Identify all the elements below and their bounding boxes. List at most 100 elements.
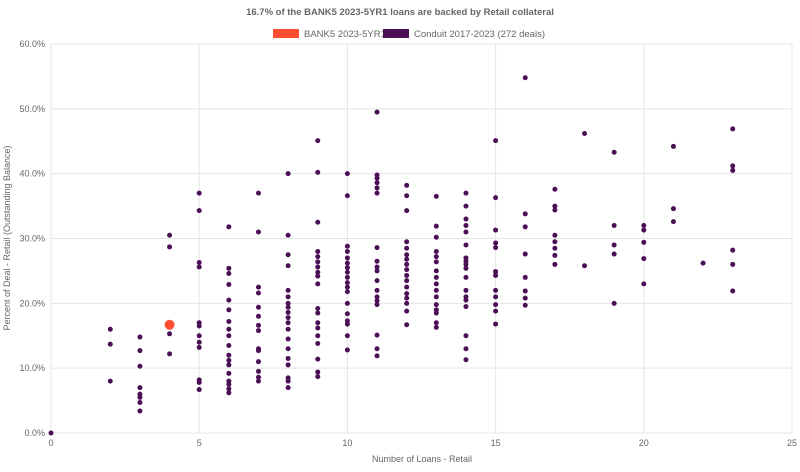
conduit-data-point [404, 284, 410, 290]
conduit-data-point [226, 333, 232, 339]
conduit-data-point [374, 109, 380, 115]
conduit-data-point [641, 239, 647, 245]
conduit-data-point [285, 309, 291, 315]
conduit-data-point [255, 304, 261, 310]
conduit-data-point [344, 333, 350, 339]
conduit-data-point [463, 274, 469, 280]
conduit-data-point [404, 193, 410, 199]
conduit-data-point [641, 281, 647, 287]
conduit-data-point [463, 223, 469, 229]
conduit-data-point [285, 385, 291, 391]
legend-item-conduit[interactable]: Conduit 2017-2023 (272 deals) [383, 29, 545, 40]
conduit-data-point [433, 281, 439, 287]
conduit-data-point [463, 265, 469, 271]
conduit-data-point [522, 302, 528, 308]
conduit-data-point [196, 208, 202, 214]
conduit-data-point [404, 256, 410, 262]
conduit-data-point [404, 261, 410, 267]
conduit-data-point [463, 357, 469, 363]
axes: 0 5 10 15 20 25 0.0% 10.0% 20.0% 30.0% 40.0% 50.0% 6… [19, 39, 797, 448]
conduit-data-point [641, 223, 647, 229]
conduit-data-point [433, 268, 439, 274]
conduit-data-point [433, 324, 439, 330]
conduit-data-point [344, 347, 350, 353]
conduit-data-point [552, 203, 558, 209]
conduit-data-point [582, 130, 588, 136]
conduit-data-point [611, 223, 617, 229]
conduit-data-point [285, 378, 291, 384]
conduit-data-point [730, 163, 736, 169]
conduit-data-point [522, 288, 528, 294]
conduit-data-point [404, 208, 410, 214]
conduit-data-point [433, 320, 439, 326]
conduit-data-point [315, 325, 321, 331]
conduit-data-point [315, 138, 321, 144]
conduit-data-point [374, 185, 380, 191]
conduit-data-point [404, 300, 410, 306]
x-tick-label: 20 [639, 438, 649, 448]
y-tick-label: 10.0% [19, 363, 45, 373]
conduit-data-point [433, 223, 439, 229]
conduit-data-point [404, 278, 410, 284]
conduit-data-point [285, 232, 291, 238]
conduit-data-point [315, 320, 321, 326]
conduit-data-point [493, 195, 499, 201]
conduit-data-point [374, 287, 380, 293]
conduit-data-point [226, 318, 232, 324]
conduit-data-point [433, 287, 439, 293]
conduit-data-point [582, 263, 588, 269]
conduit-data-point [493, 302, 499, 308]
conduit-data-point [493, 294, 499, 300]
conduit-data-point [226, 271, 232, 277]
conduit-data-point [374, 346, 380, 352]
conduit-data-point [285, 315, 291, 321]
conduit-data-point [493, 245, 499, 251]
conduit-data-point [433, 294, 439, 300]
conduit-data-point [463, 229, 469, 235]
legend-item-bank5[interactable]: BANK5 2023-5YR1 [273, 29, 386, 40]
conduit-data-point [167, 351, 173, 357]
legend-swatch-conduit [383, 29, 409, 38]
conduit-data-point [404, 295, 410, 301]
chart-title: 16.7% of the BANK5 2023-5YR1 loans are b… [246, 7, 554, 18]
conduit-data-point [255, 190, 261, 196]
conduit-data-point [167, 232, 173, 238]
conduit-data-point [611, 242, 617, 248]
conduit-data-point [552, 239, 558, 245]
conduit-data-point [285, 326, 291, 332]
conduit-data-point [255, 374, 261, 380]
conduit-data-point [404, 308, 410, 314]
conduit-data-point [255, 328, 261, 334]
conduit-data-point [670, 143, 676, 149]
conduit-data-point [285, 171, 291, 177]
y-tick-label: 40.0% [19, 169, 45, 179]
conduit-data-point [196, 344, 202, 350]
conduit-data-point [374, 245, 380, 251]
conduit-data-point [315, 219, 321, 225]
conduit-data-point [344, 193, 350, 199]
conduit-data-point [137, 408, 143, 414]
conduit-data-point [374, 332, 380, 338]
conduit-data-point [463, 216, 469, 222]
conduit-data-point [107, 341, 113, 347]
conduit-data-point [433, 259, 439, 265]
conduit-data-point [493, 240, 499, 246]
conduit-data-point [493, 287, 499, 293]
conduit-data-point [404, 252, 410, 258]
conduit-data-point [344, 269, 350, 275]
conduit-data-point [374, 302, 380, 308]
conduit-data-point [285, 320, 291, 326]
conduit-data-point [344, 255, 350, 261]
conduit-data-point [404, 182, 410, 188]
conduit-data-point [255, 290, 261, 296]
conduit-data-point [552, 245, 558, 251]
conduit-data-point [730, 261, 736, 267]
conduit-data-point [493, 321, 499, 327]
conduit-data-point [611, 251, 617, 257]
conduit-data-point [137, 334, 143, 340]
y-tick-label: 0.0% [24, 428, 45, 438]
x-tick-label: 25 [787, 438, 797, 448]
conduit-data-point [641, 256, 647, 262]
conduit-data-point [226, 342, 232, 348]
conduit-data-point [463, 297, 469, 303]
